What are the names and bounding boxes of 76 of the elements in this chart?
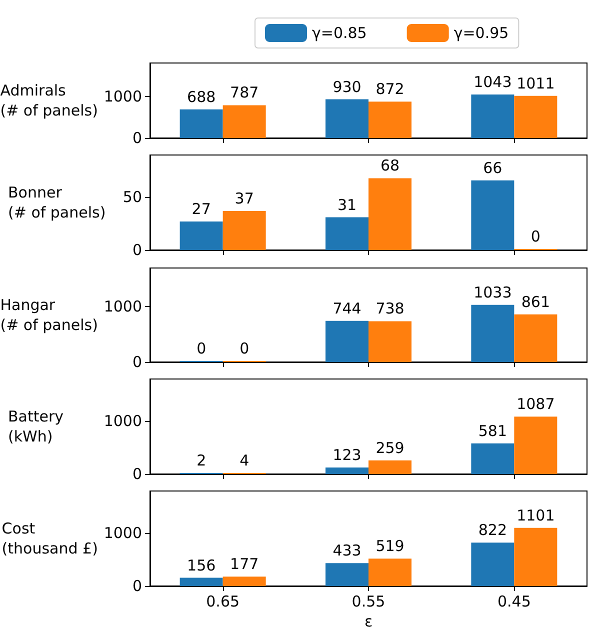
data-label: 519 (376, 537, 404, 556)
data-label: 0 (196, 340, 206, 358)
legend-label: γ=0.85 (312, 24, 367, 42)
bar (471, 443, 514, 474)
data-label: 2 (196, 452, 206, 470)
y-tick-label: 0 (132, 465, 142, 483)
y-axis-title: Cost (thousand £) (2, 520, 98, 558)
y-axis-title: Admirals (# of panels) (0, 82, 98, 120)
y-tick-label: 1000 (104, 412, 142, 430)
data-label: 744 (332, 299, 362, 318)
data-label: 37 (234, 189, 254, 208)
data-label: 259 (376, 438, 404, 457)
y-tick-label: 1000 (104, 87, 142, 106)
x-tick-label: 0.45 (497, 592, 531, 610)
bar (326, 468, 368, 474)
data-label: 66 (483, 158, 502, 177)
data-label: 872 (376, 80, 404, 98)
bar (180, 222, 223, 250)
bar (222, 105, 266, 138)
y-axis-title: Bonner (# of panels) (8, 184, 106, 222)
bar (368, 178, 412, 250)
data-label: 738 (376, 300, 404, 318)
bar (368, 321, 412, 362)
bar (180, 109, 223, 138)
bar (222, 576, 266, 586)
bar (326, 217, 368, 250)
y-tick-label: 1000 (104, 298, 142, 316)
bar (368, 102, 412, 138)
data-label: 177 (230, 555, 259, 574)
data-label: 0 (240, 340, 250, 358)
data-label: 1087 (516, 395, 555, 414)
bar (514, 96, 558, 138)
bar (471, 542, 514, 586)
bar (326, 320, 368, 362)
data-label: 27 (192, 200, 211, 218)
bar (326, 99, 368, 138)
y-tick-label: 1000 (104, 524, 142, 542)
x-axis-title: ε (364, 612, 373, 630)
data-label: 156 (187, 556, 216, 574)
y-axis-title: Hangar (# of panels) (0, 296, 98, 334)
data-label: 1101 (516, 506, 555, 524)
bar (514, 314, 558, 362)
data-label: 0 (530, 228, 540, 246)
y-tick-label: 0 (132, 577, 142, 595)
bar (471, 94, 514, 138)
y-tick-label: 0 (132, 353, 142, 371)
legend-label: γ=0.95 (454, 24, 509, 42)
bar (471, 180, 514, 250)
data-label: 688 (187, 88, 216, 106)
data-label: 787 (230, 84, 259, 102)
data-label: 31 (337, 196, 357, 214)
data-label: 433 (332, 542, 362, 560)
x-tick-label: 0.55 (352, 592, 386, 610)
bar (180, 578, 223, 586)
data-label: 1011 (516, 74, 555, 92)
data-label: 861 (521, 292, 550, 311)
data-label: 123 (332, 446, 362, 464)
y-tick-label: 0 (132, 241, 142, 259)
bar (471, 304, 514, 362)
data-label: 822 (478, 521, 507, 540)
data-label: 930 (332, 78, 362, 96)
data-label: 68 (380, 156, 400, 175)
bar (368, 558, 412, 586)
y-tick-label: 0 (132, 129, 142, 147)
x-tick-label: 0.65 (206, 592, 240, 610)
bar (368, 460, 412, 474)
y-axis-title: Battery (kWh) (8, 408, 64, 446)
data-label: 4 (240, 452, 250, 470)
bar (326, 563, 368, 586)
data-label: 1033 (474, 283, 512, 302)
data-label: 1043 (474, 73, 512, 92)
bar (514, 528, 558, 586)
y-tick-label: 50 (122, 188, 142, 206)
data-label: 581 (478, 422, 507, 440)
bar (222, 210, 266, 250)
bar (514, 416, 558, 474)
